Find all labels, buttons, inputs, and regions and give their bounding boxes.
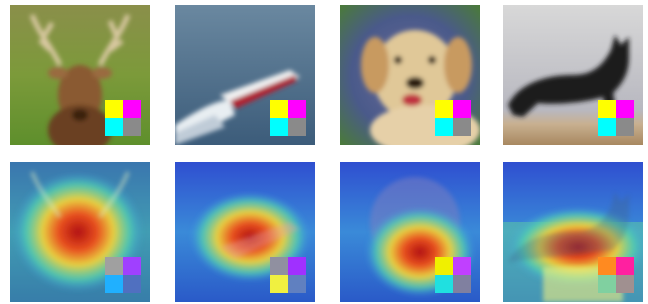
patch-group-part	[453, 257, 471, 275]
patch-group-part	[123, 275, 141, 293]
page: (() => { const data = JSON.parse(documen…	[0, 0, 648, 304]
patch-group-part	[123, 100, 141, 118]
dog-image-part-part	[406, 77, 424, 89]
patch-group-part	[288, 118, 306, 136]
dog-image-part-part	[428, 56, 436, 64]
dog-image-part-part	[394, 56, 402, 64]
image-grid	[0, 0, 648, 304]
patch-group-part	[123, 257, 141, 275]
patch-group-part	[288, 257, 306, 275]
patch-group-part	[598, 257, 616, 275]
dog-image-part-part	[361, 37, 389, 93]
patch-group-part	[453, 100, 471, 118]
patch-group-part	[288, 275, 306, 293]
patch-group-part	[435, 275, 453, 293]
dog-image-part-part	[402, 94, 422, 106]
patch-group-part	[105, 100, 123, 118]
patch-group	[598, 257, 634, 293]
deer-image-part-part	[72, 109, 88, 121]
patch-group-part	[435, 257, 453, 275]
patch-group-part	[453, 275, 471, 293]
deer-image-part-part	[48, 67, 68, 79]
patch-group-part	[270, 257, 288, 275]
patch-group-part	[616, 257, 634, 275]
patch-group	[435, 257, 471, 293]
patch-group-part	[598, 100, 616, 118]
patch-group-part	[616, 118, 634, 136]
patch-group-part	[453, 118, 471, 136]
patch-group-part	[616, 100, 634, 118]
patch-group-part	[598, 118, 616, 136]
patch-group	[270, 257, 306, 293]
patch-group	[270, 100, 306, 136]
patch-group-part	[616, 275, 634, 293]
patch-group	[105, 257, 141, 293]
patch-group-part	[270, 100, 288, 118]
patch-group	[105, 100, 141, 136]
dog-image-part-part	[444, 37, 472, 93]
patch-group	[598, 100, 634, 136]
patch-group-part	[105, 257, 123, 275]
patch-group-part	[105, 118, 123, 136]
patch-group-part	[435, 118, 453, 136]
patch-group-part	[105, 275, 123, 293]
patch-group-part	[288, 100, 306, 118]
patch-group-part	[270, 118, 288, 136]
patch-group	[435, 100, 471, 136]
deer-image-part-part	[92, 67, 112, 79]
patch-group-part	[270, 275, 288, 293]
patch-group-part	[435, 100, 453, 118]
patch-group-part	[123, 118, 141, 136]
patch-group-part	[598, 275, 616, 293]
